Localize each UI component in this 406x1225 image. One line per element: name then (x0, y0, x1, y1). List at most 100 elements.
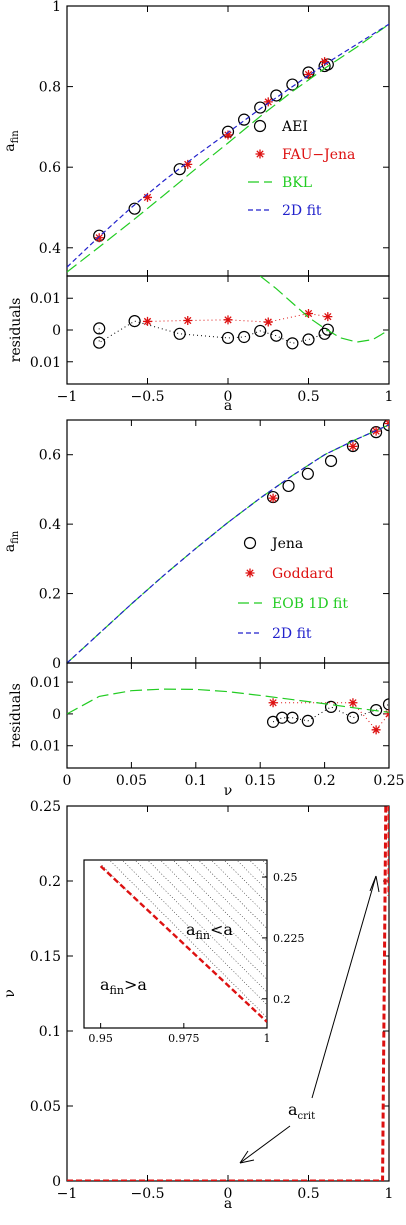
panel1-series-point (286, 78, 299, 91)
panel3-xlabel: a (224, 1196, 232, 1212)
panel2-series-point (268, 493, 278, 503)
panel1-series-line (67, 23, 389, 273)
panel2-residuals-frame (66, 662, 390, 769)
panel2-series-line (67, 424, 389, 663)
panel3-ytick-label: 0.1 (39, 1024, 61, 1040)
panel1-series-point (254, 101, 267, 114)
panel1-residuals-series-line (259, 276, 389, 343)
panel2-series-point (301, 467, 314, 480)
panel1-residuals-series-point (302, 333, 315, 346)
panel3-ytick-label: 0.2 (39, 874, 61, 890)
panel1-residuals-xtick-label: 0.5 (297, 389, 319, 405)
panel3-ytick-label: 0 (52, 1174, 61, 1190)
panel2-ylabel: afin (2, 530, 21, 552)
panel3-ylabel: ν (2, 989, 18, 998)
panel2-residuals-xtick-label: 0.1 (185, 773, 207, 789)
panel1-series-point (143, 192, 152, 202)
panel2-residuals-series-point (275, 711, 289, 724)
panel1-series-point (304, 70, 313, 80)
panel2-residuals-ytick-label: 0.01 (30, 675, 61, 691)
panel1-residuals-series-point (304, 308, 313, 318)
panel1-series-point (183, 159, 193, 169)
panel1-residuals-xtick-label: 0 (224, 389, 233, 405)
inset-hatch-region (100, 860, 267, 1022)
panel1-xlabel: a (224, 398, 232, 414)
panel1-residuals-xtick-label: −1 (57, 389, 78, 405)
panel2-ytick-label: 0.6 (39, 448, 61, 464)
panel2-xlabel: ν (224, 783, 233, 799)
legend-label: 2D fit (282, 203, 322, 219)
panel1-residuals-series-point (286, 337, 299, 350)
legend-label: AEI (281, 119, 308, 135)
panel3-ytick-label: 0.25 (30, 799, 61, 815)
legend-marker (243, 536, 257, 550)
panel1-series-point (263, 97, 273, 107)
legend-label: 2D fit (272, 626, 312, 642)
panel1-residuals-ytick-label: 0.01 (30, 291, 61, 307)
panel1-residuals-series-point (254, 324, 267, 338)
panel1-series-point (270, 89, 283, 102)
panel1-residuals-series-point (318, 327, 331, 340)
panel2-ylabel-text: afin (2, 530, 21, 552)
legend-label: EOB 1D fit (272, 596, 348, 612)
panel2-residuals-series-line (67, 688, 389, 715)
panel2-ytick-label: 0.4 (39, 517, 61, 533)
panel1-residuals-series-point (93, 322, 106, 335)
inset-region-above-label: afin<a (186, 920, 233, 942)
acrit-arrowhead-up (369, 875, 380, 893)
inset-region-below-label: afin>a (100, 975, 147, 997)
panel2-series-point (324, 454, 338, 468)
legend-label: Goddard (272, 566, 334, 582)
panel1-residuals-series-point (173, 327, 186, 340)
panel2-residuals-xtick-label: 0 (63, 773, 72, 789)
legend-marker (245, 568, 255, 578)
panel2-residuals-xtick-label: 0.25 (373, 773, 404, 789)
panel1-residuals-series-point (323, 312, 333, 322)
panel2-series-line (67, 424, 389, 663)
panel1-ytick-label: 0.4 (39, 241, 61, 257)
panel2-residuals-series-point (371, 725, 381, 735)
panel2-residuals-ytick-label: 0.01 (30, 739, 61, 755)
panel1-series-line (67, 23, 389, 268)
panel1-residuals-series-markers (93, 315, 334, 350)
panel3-xtick-label: −0.5 (131, 1186, 165, 1202)
panel1-residuals-series-line (98, 320, 329, 344)
panel2-series-point (282, 479, 295, 493)
panel1-series-point (94, 233, 104, 243)
legend-label: FAU−Jena (282, 147, 355, 163)
inset-ytick-label: 0.25 (273, 871, 298, 884)
legend-label: Jena (270, 536, 303, 552)
panel1-ylabel-text: afin (2, 130, 21, 152)
panel2-residuals-series-point (346, 711, 360, 724)
panel1-series-point (173, 163, 186, 176)
panel2-residuals-series-point (384, 709, 389, 719)
inset-ytick-label: 0.225 (273, 932, 305, 945)
panel1-residuals-series-point (93, 336, 106, 349)
panel2-residuals-series-point (268, 698, 278, 708)
panel2-residuals-series-point (301, 714, 314, 728)
inset-acrit-line (99, 865, 267, 1023)
panel1-series-markers (94, 57, 330, 243)
panel2-residuals-series-point (286, 711, 299, 724)
panel1-residuals-series-point (238, 330, 251, 344)
panel1-series-point (128, 202, 141, 215)
panel2-residuals-series-markers (268, 698, 389, 735)
acrit-annotation: acrit (288, 1100, 315, 1122)
panel3-xtick-label: 1 (385, 1186, 394, 1202)
panel1-residuals-frame (66, 275, 390, 385)
panel2-residuals-xtick-label: 0.2 (313, 773, 335, 789)
inset-xtick-label: 0.975 (168, 1032, 200, 1045)
panel2-residuals-series-point (324, 700, 338, 714)
panel1-residuals-ylabel: residuals (8, 298, 24, 363)
panel1-residuals-xtick-label: −0.5 (131, 389, 165, 405)
panel3-xtick-label: 0 (224, 1186, 233, 1202)
panel2-frame (66, 419, 390, 664)
panel2-ytick-label: 0 (52, 656, 61, 672)
panel2-residuals-series-markers (266, 698, 389, 728)
panel1-frame (66, 5, 390, 277)
panel1-residuals-series-point (221, 331, 235, 345)
acrit-arrow-down (239, 1125, 291, 1164)
panel1-series-markers (93, 58, 334, 242)
panel2-series-point (382, 420, 389, 432)
panel1-ytick-label: 0.6 (39, 160, 61, 176)
